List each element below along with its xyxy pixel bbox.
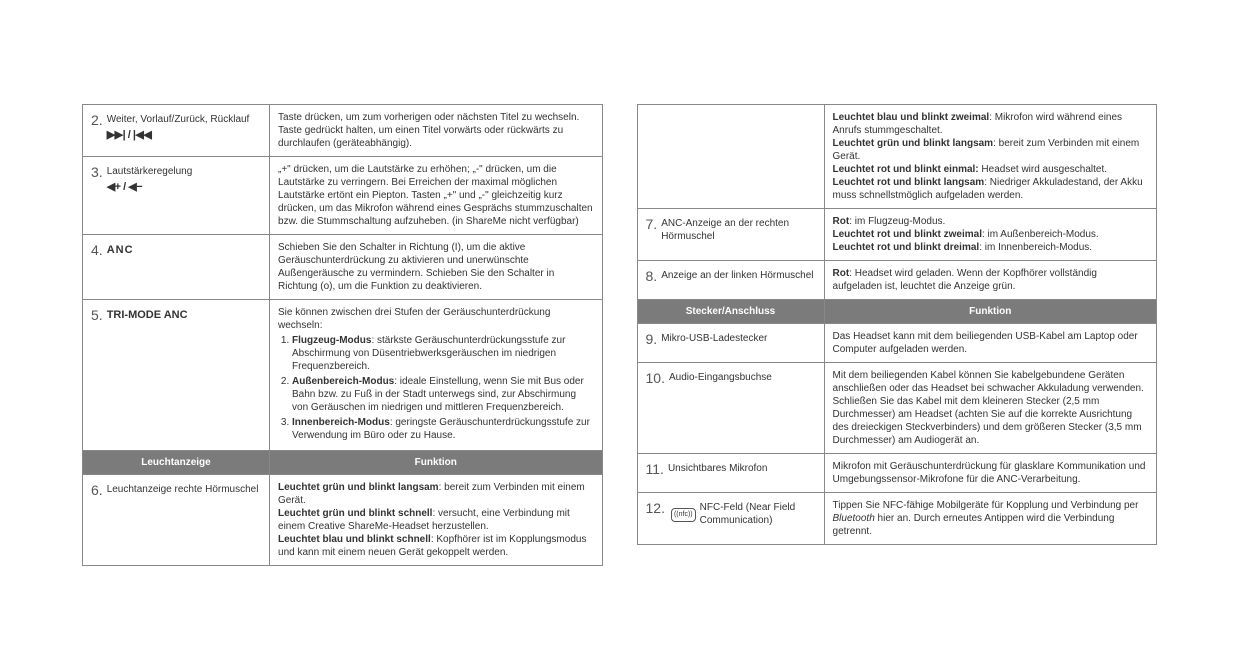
row-label: Weiter, Vorlauf/Zurück, Rücklauf ▶▶| / |… [107,111,250,142]
row-description: Leuchtet blau und blinkt zweimal: Mikrof… [824,105,1156,209]
row-description: Das Headset kann mit dem beiliegenden US… [824,324,1156,363]
row-description: Rot: Headset wird geladen. Wenn der Kopf… [824,261,1156,300]
row-label: Audio-Eingangsbuchse [669,369,772,384]
table-row: 4. ANC Schieben Sie den Schalter in Rich… [83,235,603,300]
row-number: 8. [646,267,658,285]
table-row: 8. Anzeige an der linken Hörmuschel Rot:… [637,261,1157,300]
table-row: 10. Audio-Eingangsbuchse Mit dem beilieg… [637,363,1157,454]
nfc-icon: ((nfc)) [671,508,696,521]
skip-icon: ▶▶| / |◀◀ [107,128,250,142]
row-description: Tippen Sie NFC-fähige Mobilgeräte für Ko… [824,493,1156,545]
row-number: 9. [646,330,658,348]
row-description: Sie können zwischen drei Stufen der Gerä… [270,300,602,451]
table-row: 3. Lautstärkeregelung ◀+ / ◀− „+" drücke… [83,157,603,235]
row-description: Mit dem beiliegenden Kabel können Sie ka… [824,363,1156,454]
table-row: 2. Weiter, Vorlauf/Zurück, Rücklauf ▶▶| … [83,105,603,157]
table-row: 6. Leuchtanzeige rechte Hörmuschel Leuch… [83,475,603,566]
row-number: 10. [646,369,665,387]
header-left: Stecker/Anschluss [637,300,824,324]
row-label: ANC [107,241,134,257]
right-column: Leuchtet blau und blinkt zweimal: Mikrof… [637,104,1158,599]
mode-list: Flugzeug-Modus: stärkste Geräuschunterdr… [278,334,593,442]
row-number: 3. [91,163,103,181]
header-right: Funktion [824,300,1156,324]
left-table: 2. Weiter, Vorlauf/Zurück, Rücklauf ▶▶| … [82,104,603,566]
row-description: Rot: im Flugzeug-Modus. Leuchtet rot und… [824,209,1156,261]
row-number: 7. [646,215,658,233]
table-row: Leuchtet blau und blinkt zweimal: Mikrof… [637,105,1157,209]
row-description: Taste drücken, um zum vorherigen oder nä… [270,105,602,157]
row-label: Mikro-USB-Ladestecker [661,330,767,345]
row-description: „+" drücken, um die Lautstärke zu erhöhe… [270,157,602,235]
row-number: 2. [91,111,103,129]
header-row: Stecker/Anschluss Funktion [637,300,1157,324]
row-number: 4. [91,241,103,259]
header-row: Leuchtanzeige Funktion [83,451,603,475]
row-label: Lautstärkeregelung ◀+ / ◀− [107,163,193,194]
table-row: 11. Unsichtbares Mikrofon Mikrofon mit G… [637,454,1157,493]
row-number: 5. [91,306,103,324]
row-label: Leuchtanzeige rechte Hörmuschel [107,481,259,496]
row-label: ((nfc)) NFC-Feld (Near Field Communicati… [669,499,816,527]
right-table: Leuchtet blau und blinkt zweimal: Mikrof… [637,104,1158,545]
row-description: Mikrofon mit Geräuschunterdrückung für g… [824,454,1156,493]
volume-icon: ◀+ / ◀− [107,180,193,194]
row-number: 12. [646,499,665,517]
row-label: Unsichtbares Mikrofon [668,460,767,475]
row-description: Schieben Sie den Schalter in Richtung (I… [270,235,602,300]
header-right: Funktion [270,451,602,475]
row-label: TRI-MODE ANC [107,306,188,322]
table-row: 7. ANC-Anzeige an der rechten Hörmuschel… [637,209,1157,261]
row-number: 11. [646,460,664,478]
row-label: ANC-Anzeige an der rechten Hörmuschel [661,215,815,243]
table-row: 12. ((nfc)) NFC-Feld (Near Field Communi… [637,493,1157,545]
header-left: Leuchtanzeige [83,451,270,475]
row-description: Leuchtet grün und blinkt langsam: bereit… [270,475,602,566]
table-row: 9. Mikro-USB-Ladestecker Das Headset kan… [637,324,1157,363]
table-row: 5. TRI-MODE ANC Sie können zwischen drei… [83,300,603,451]
row-number: 6. [91,481,103,499]
left-column: 2. Weiter, Vorlauf/Zurück, Rücklauf ▶▶| … [82,104,603,599]
row-label: Anzeige an der linken Hörmuschel [661,267,813,282]
